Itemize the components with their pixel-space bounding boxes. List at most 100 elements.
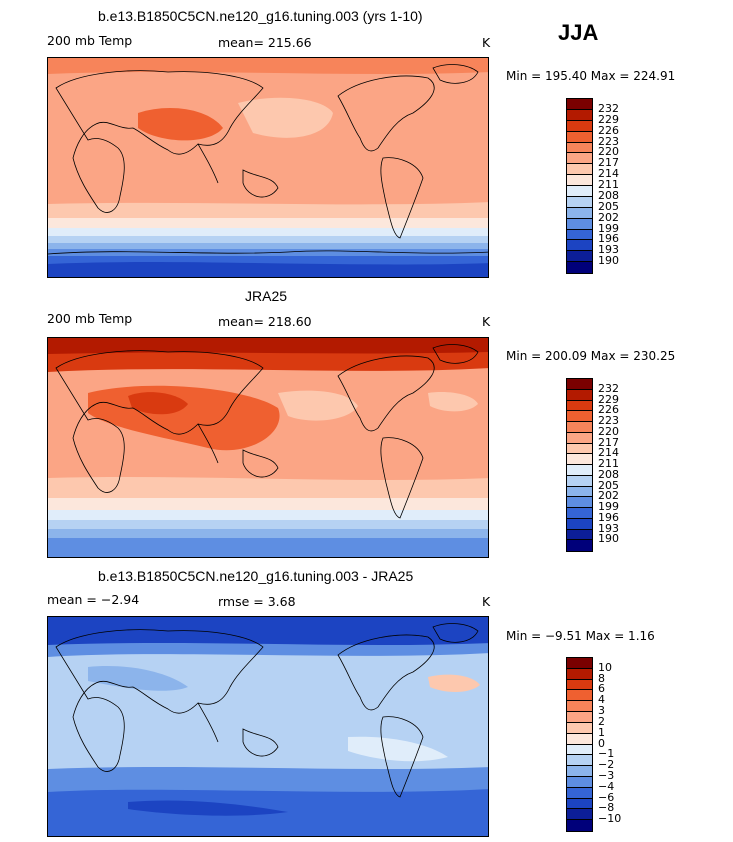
panel1-mean-label: mean= 215.66 [218,35,312,50]
colorbar-swatch [567,776,592,788]
colorbar-tick-label: 217 [598,435,619,449]
colorbar-tick-label: −2 [598,758,615,772]
colorbar-swatch [567,131,592,143]
panel2-colorbar [566,378,593,552]
colorbar-swatch [567,443,592,455]
panel3-unit-label: K [482,594,491,609]
colorbar-swatch [567,432,592,444]
colorbar-tick-label: 220 [598,424,619,438]
colorbar-tick-label: −4 [598,779,615,793]
colorbar-tick-label: 214 [598,446,619,460]
colorbar-swatch [567,454,592,465]
colorbar-tick-label: 214 [598,167,619,181]
colorbar-tick-label: 211 [598,178,619,191]
colorbar-tick-label: 199 [598,221,619,235]
colorbar-tick-label: 232 [598,101,619,115]
panel3-minmax: Min = −9.51 Max = 1.16 [506,629,655,643]
colorbar-tick-label: 229 [598,392,619,406]
colorbar-swatch [567,690,592,702]
colorbar-swatch [567,518,592,530]
colorbar-swatch [567,475,592,487]
colorbar-tick-label: −6 [598,790,615,804]
colorbar-tick-label: 199 [598,500,619,513]
colorbar-swatch [567,142,592,154]
colorbar-swatch [567,422,592,433]
panel2-coastlines [55,344,479,519]
colorbar-swatch [567,240,592,252]
colorbar-swatch [567,99,592,110]
colorbar-tick-label: −3 [598,768,615,782]
panel3-map-plot [48,617,488,836]
panel1-unit-label: K [482,35,491,50]
colorbar-swatch [567,164,592,176]
colorbar-swatch [567,218,592,230]
colorbar-tick-label: 202 [598,489,619,503]
colorbar-swatch [567,712,592,723]
colorbar-tick-label: 226 [598,403,619,417]
colorbar-swatch [567,120,592,132]
colorbar-tick-label: 205 [598,478,619,492]
panel1-map-plot [48,58,488,277]
colorbar-tick-label: 193 [598,521,619,535]
colorbar-tick-label: 208 [598,467,619,481]
panel2-variable-label: 200 mb Temp [47,311,133,326]
colorbar-swatch [567,809,592,821]
colorbar-swatch [567,820,592,831]
colorbar-tick-label: 202 [598,210,619,224]
colorbar-tick-label: −10 [598,812,622,826]
colorbar-swatch [567,153,592,165]
colorbar-swatch [567,486,592,498]
panel1-title: b.e13.B1850C5CN.ne120_g16.tuning.003 (yr… [98,8,423,24]
colorbar-swatch [567,389,592,401]
colorbar-tick-label: 220 [598,145,619,159]
colorbar-tick-label: 190 [598,532,619,546]
colorbar-swatch [567,196,592,208]
colorbar-tick-label: 1 [598,725,605,739]
colorbar-swatch [567,207,592,219]
colorbar-tick-label: 226 [598,123,619,137]
colorbar-swatch [567,679,592,691]
colorbar-swatch [567,251,592,263]
colorbar-swatch [567,109,592,121]
colorbar-tick-label: 193 [598,243,619,257]
colorbar-swatch [567,400,592,412]
panel3-mean-label: mean = −2.94 [47,592,140,607]
colorbar-swatch [567,186,592,197]
colorbar-swatch [567,787,592,799]
colorbar-tick-label: 232 [598,381,619,395]
panel3-coastlines [55,623,479,798]
colorbar-tick-label: 10 [598,660,612,674]
colorbar-swatch [567,229,592,241]
panel3-rmse-label: rmse = 3.68 [218,594,296,609]
colorbar-tick-label: 196 [598,232,619,246]
panel1-colorbar [566,98,593,274]
colorbar-swatch [567,744,592,756]
colorbar-tick-label: −8 [598,801,615,815]
colorbar-tick-label: 8 [598,671,605,685]
colorbar-swatch [567,175,592,186]
colorbar-tick-label: −1 [598,747,615,761]
colorbar-tick-label: 3 [598,704,605,718]
colorbar-tick-label: 4 [598,693,605,707]
panel2-mean-label: mean= 218.60 [218,314,312,329]
colorbar-swatch [567,733,592,745]
colorbar-swatch [567,701,592,713]
colorbar-tick-label: 0 [598,736,605,750]
panel2-minmax: Min = 200.09 Max = 230.25 [506,349,676,363]
panel3-colorbar [566,657,593,832]
colorbar-swatch [567,262,592,273]
colorbar-swatch [567,497,592,508]
panel3-title: b.e13.B1850C5CN.ne120_g16.tuning.003 - J… [98,568,414,584]
colorbar-swatch [567,508,592,519]
panel2-map-plot [48,338,488,557]
colorbar-swatch [567,755,592,767]
colorbar-swatch [567,529,592,541]
colorbar-swatch [567,766,592,777]
panel1-coastlines [48,64,488,255]
colorbar-swatch [567,379,592,390]
panel2-map [47,337,489,558]
colorbar-swatch [567,465,592,476]
colorbar-tick-label: 208 [598,188,619,202]
colorbar-tick-label: 223 [598,414,619,427]
panel1-map [47,57,489,278]
